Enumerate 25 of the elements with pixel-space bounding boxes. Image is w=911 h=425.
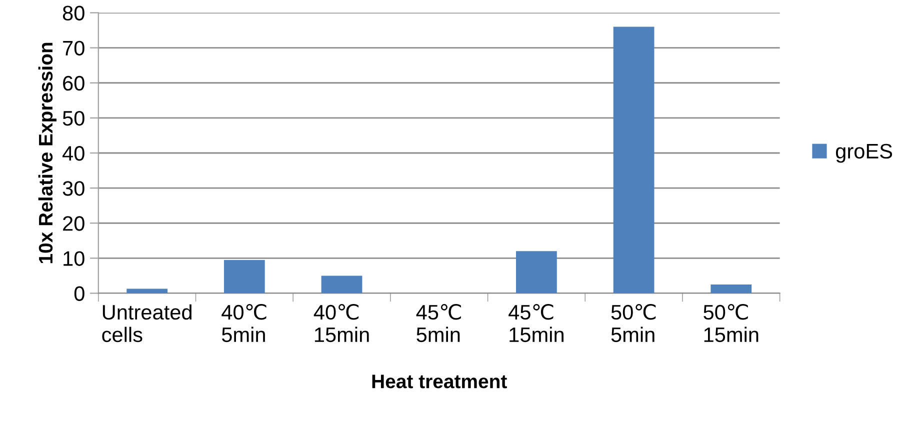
- y-tick-label: 20: [63, 216, 84, 231]
- bar: [224, 260, 265, 294]
- bar: [613, 26, 654, 294]
- bar: [710, 284, 752, 294]
- y-tick-label: 0: [74, 286, 84, 302]
- x-axis-title: Heat treatment: [372, 374, 507, 388]
- y-tick-label: 10: [64, 251, 84, 266]
- bar: [516, 251, 557, 294]
- y-tick-label: 70: [63, 40, 84, 56]
- y-tick-label: 40: [62, 146, 84, 161]
- y-axis-title: 10x Relative Expression: [38, 42, 56, 264]
- y-tick-label: 60: [63, 76, 84, 91]
- y-tick-label: 50: [62, 110, 84, 126]
- x-tick-label: 40℃ 5min: [222, 304, 266, 342]
- legend-label: groES: [836, 144, 892, 163]
- bar: [126, 288, 168, 294]
- x-tick-label: 40℃ 15min: [314, 304, 369, 342]
- x-tick-label: 45℃ 15min: [508, 304, 564, 342]
- y-tick-label: 30: [62, 181, 84, 196]
- x-tick-label: 50℃ 15min: [704, 304, 758, 342]
- x-tick-label: Untreated cells: [102, 304, 192, 342]
- x-tick-label: 45℃ 5min: [416, 304, 461, 342]
- y-tick-label: 80: [62, 6, 84, 21]
- x-tick-label: 50℃ 5min: [611, 304, 656, 342]
- bar: [321, 276, 362, 294]
